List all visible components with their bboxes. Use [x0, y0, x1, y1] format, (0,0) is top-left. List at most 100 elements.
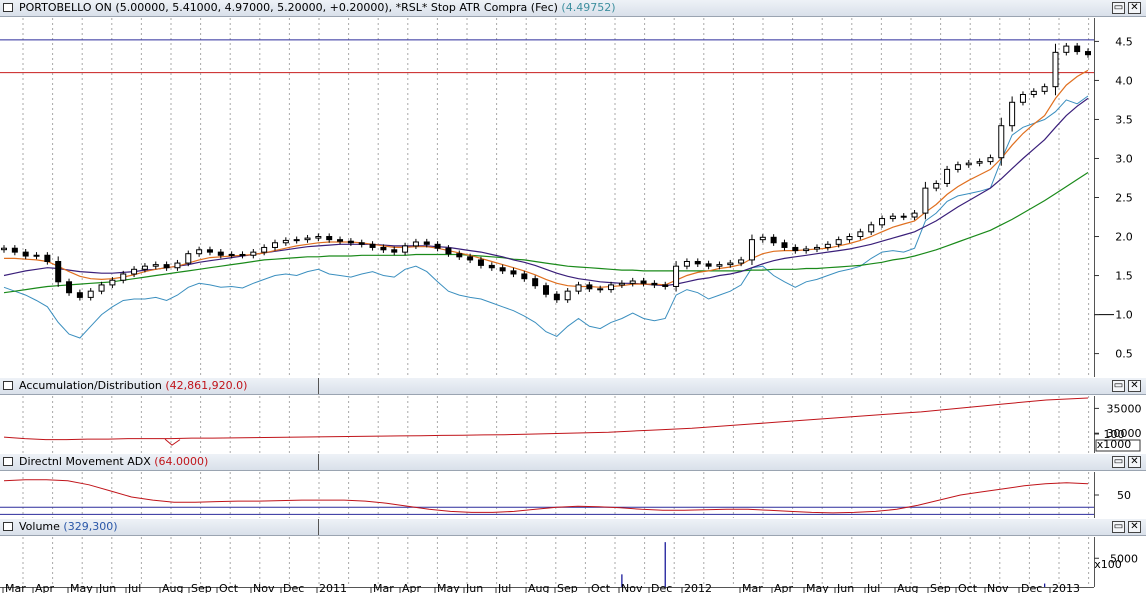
- date-label: Jun: [465, 582, 483, 593]
- date-label: 2012: [684, 582, 712, 593]
- price-tick-label: 0.5: [1115, 348, 1133, 361]
- candle-body: [434, 243, 441, 249]
- price-tick-label: 2.5: [1115, 192, 1133, 205]
- date-label: Sep: [930, 582, 951, 593]
- title-separator: [318, 454, 319, 470]
- volume-value: (329,300): [63, 520, 118, 533]
- close-icon[interactable]: ✕: [1128, 380, 1141, 392]
- ad-dip: [164, 438, 181, 446]
- candle-body: [1030, 90, 1037, 95]
- date-label: Jul: [127, 582, 141, 593]
- candle-body: [98, 284, 105, 292]
- date-label: Jul: [866, 582, 880, 593]
- candle-body: [673, 265, 680, 287]
- candle-body: [1019, 93, 1026, 103]
- ad-tick-label: 35000: [1107, 402, 1142, 415]
- ad-pane: Accumulation/Distribution (42,861,920.0)…: [0, 378, 1146, 453]
- date-label: Dec: [283, 582, 304, 593]
- date-label: Jun: [836, 582, 854, 593]
- pane-checkbox[interactable]: [3, 381, 13, 390]
- candle-body: [868, 224, 875, 233]
- date-label: Nov: [621, 582, 643, 593]
- price-tick-label: 1.0: [1115, 309, 1133, 322]
- moving-average-long: [3, 171, 1089, 294]
- date-label: Mar: [5, 582, 26, 593]
- candle-body: [391, 249, 398, 253]
- indicator-value: (4.49752): [561, 1, 616, 14]
- candle-body: [141, 265, 148, 270]
- restore-icon[interactable]: ▭: [1112, 521, 1125, 533]
- candle-body: [553, 293, 560, 301]
- price-chart[interactable]: 4.5 4.0 3.5 3.0 2.5 2.0 1.5 1.0 0.5: [0, 18, 1146, 377]
- pane-checkbox[interactable]: [3, 3, 13, 12]
- candle-body: [532, 278, 539, 287]
- candle-body: [293, 239, 300, 242]
- candle-body: [705, 263, 712, 267]
- pane-checkbox[interactable]: [3, 457, 13, 466]
- candle-body: [857, 231, 864, 238]
- pane-checkbox[interactable]: [3, 522, 13, 531]
- candle-body: [803, 248, 810, 252]
- date-label: Oct: [958, 582, 978, 593]
- candle-body: [55, 260, 62, 283]
- date-label: Apr: [402, 582, 422, 593]
- candle-body: [814, 246, 820, 250]
- restore-icon[interactable]: ▭: [1112, 456, 1125, 468]
- close-icon[interactable]: ✕: [1128, 2, 1141, 14]
- candle-body: [640, 280, 647, 284]
- indicator-name: , *RSL* Stop ATR Compra (Fec): [388, 1, 558, 14]
- date-label: Dec: [651, 582, 672, 593]
- restore-icon[interactable]: ▭: [1112, 2, 1125, 14]
- candle-body: [846, 236, 853, 241]
- candle-body: [326, 236, 333, 241]
- adx-name: Directnl Movement ADX: [19, 455, 151, 468]
- candle-body: [618, 282, 625, 286]
- candle-body: [1063, 45, 1070, 53]
- candle-body: [412, 241, 419, 247]
- date-label: Mar: [373, 582, 394, 593]
- candle-body: [770, 236, 777, 244]
- candle-body: [1009, 101, 1016, 127]
- close-icon[interactable]: ✕: [1128, 456, 1141, 468]
- volume-pane-titlebar: Volume (329,300) ▭ ✕: [0, 519, 1146, 536]
- price-tick-label: 4.0: [1115, 74, 1133, 87]
- candle-body: [380, 246, 387, 251]
- candle-body: [369, 243, 376, 248]
- candle-body: [586, 284, 593, 290]
- price-pane-title: PORTOBELLO ON (5.00000, 5.41000, 4.97000…: [19, 1, 616, 15]
- date-label: 2013: [1052, 582, 1080, 593]
- candle-body: [727, 262, 734, 266]
- candle-body: [22, 251, 29, 257]
- candle-body: [261, 246, 268, 253]
- restore-icon[interactable]: ▭: [1112, 380, 1125, 392]
- security-name: PORTOBELLO ON: [19, 1, 112, 14]
- adx-chart[interactable]: 50: [0, 472, 1146, 518]
- candle-body: [131, 268, 138, 275]
- moving-average-medium: [3, 97, 1089, 287]
- candle-body: [11, 247, 18, 253]
- date-label: Apr: [774, 582, 794, 593]
- candle-body: [163, 264, 170, 269]
- adx-pane: Directnl Movement ADX (64.0000) ▭ ✕ 50: [0, 454, 1146, 518]
- date-label: Mar: [742, 582, 763, 593]
- candle-body: [900, 215, 907, 218]
- ad-scale-unit: x1000: [1097, 438, 1132, 451]
- candle-body: [575, 284, 582, 292]
- price-tick-label: 4.5: [1115, 35, 1133, 48]
- candle-body: [976, 161, 983, 164]
- candle-body: [521, 273, 528, 280]
- candle-body: [456, 253, 463, 258]
- moving-average-short: [4, 69, 1089, 288]
- candle-body: [954, 164, 961, 170]
- date-label: Apr: [35, 582, 55, 593]
- volume-scale-unit: x100: [1094, 558, 1122, 571]
- candle-body: [987, 157, 994, 163]
- title-separator: [318, 378, 319, 394]
- price-tick-label: 3.5: [1115, 113, 1133, 126]
- candle-body: [781, 242, 788, 248]
- date-label: May: [806, 582, 829, 593]
- close-icon[interactable]: ✕: [1128, 521, 1141, 533]
- date-label: Aug: [162, 582, 183, 593]
